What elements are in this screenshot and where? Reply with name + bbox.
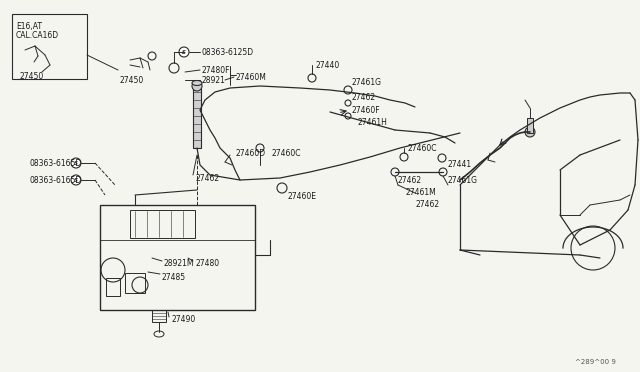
Text: 27461M: 27461M bbox=[405, 187, 436, 196]
Bar bbox=[527, 118, 533, 133]
Text: 27460C: 27460C bbox=[272, 148, 301, 157]
Text: 27450: 27450 bbox=[120, 76, 144, 84]
Text: 27462: 27462 bbox=[352, 93, 376, 102]
Text: 27461G: 27461G bbox=[352, 77, 382, 87]
Text: 08363-6165D: 08363-6165D bbox=[30, 176, 83, 185]
Ellipse shape bbox=[192, 80, 202, 86]
Bar bbox=[193, 88, 201, 148]
Text: 28921M: 28921M bbox=[164, 260, 195, 269]
Circle shape bbox=[71, 175, 81, 185]
Text: 27480F: 27480F bbox=[202, 65, 230, 74]
Circle shape bbox=[71, 158, 81, 168]
Text: 27460M: 27460M bbox=[236, 73, 267, 81]
Text: S: S bbox=[74, 177, 78, 183]
Bar bbox=[106, 278, 120, 296]
Text: S: S bbox=[182, 49, 186, 55]
Text: CAL.CA16D: CAL.CA16D bbox=[16, 31, 59, 39]
Text: 27461G: 27461G bbox=[448, 176, 478, 185]
Text: 27490: 27490 bbox=[171, 315, 195, 324]
Text: 27441: 27441 bbox=[447, 160, 471, 169]
Circle shape bbox=[179, 47, 189, 57]
Text: 28921: 28921 bbox=[202, 76, 226, 84]
Circle shape bbox=[525, 127, 535, 137]
Text: E16,AT: E16,AT bbox=[16, 22, 42, 31]
Text: 27460F: 27460F bbox=[352, 106, 381, 115]
Text: 27462: 27462 bbox=[415, 199, 439, 208]
Text: S: S bbox=[74, 160, 78, 166]
Text: 27462: 27462 bbox=[195, 173, 219, 183]
Text: 27460C: 27460C bbox=[408, 144, 438, 153]
Text: 27450: 27450 bbox=[20, 71, 44, 80]
Text: 08363-6165D: 08363-6165D bbox=[30, 158, 83, 167]
Text: 27460D: 27460D bbox=[235, 148, 265, 157]
Bar bbox=[130, 210, 195, 238]
Bar bbox=[152, 310, 166, 322]
Text: 27461H: 27461H bbox=[357, 118, 387, 126]
Text: ^289^00 9: ^289^00 9 bbox=[575, 359, 616, 365]
Bar bbox=[12, 14, 87, 79]
Text: 27460E: 27460E bbox=[288, 192, 317, 201]
Text: 27462: 27462 bbox=[398, 176, 422, 185]
Text: 27485: 27485 bbox=[162, 273, 186, 282]
Bar bbox=[100, 205, 255, 310]
Circle shape bbox=[192, 81, 202, 91]
Text: 27440: 27440 bbox=[315, 61, 339, 70]
Text: 27480: 27480 bbox=[195, 260, 219, 269]
Bar bbox=[125, 273, 145, 293]
Text: 08363-6125D: 08363-6125D bbox=[202, 48, 254, 57]
